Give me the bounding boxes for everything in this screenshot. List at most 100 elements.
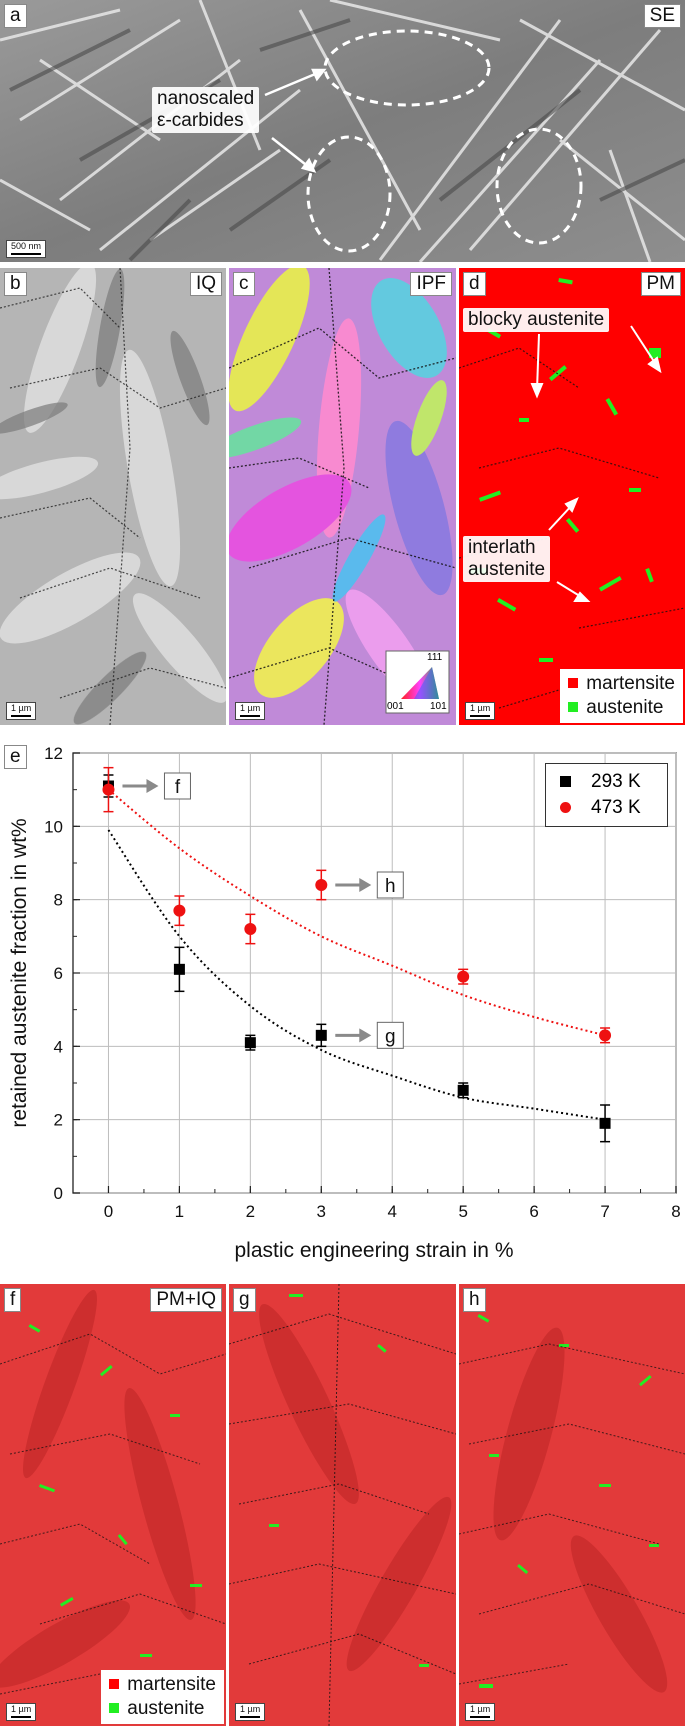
martensite-swatch bbox=[568, 678, 579, 688]
interlath-annotation-line1: interlath bbox=[468, 537, 536, 558]
data-point-circle bbox=[102, 783, 115, 796]
panel-a-se-image: a SE nanoscaled ε-carbides 500 nm bbox=[0, 0, 685, 262]
panel-d-pm-map: d PM blocky austenite interlath austenit… bbox=[459, 268, 685, 725]
panel-a-scalebar: 500 nm bbox=[6, 240, 47, 258]
panel-c-ipf-map: c IPF 111 001 101 1 µm bbox=[229, 268, 456, 725]
panel-f-scale-text: 1 µm bbox=[11, 1704, 32, 1714]
panel-g-scale-text: 1 µm bbox=[240, 1704, 261, 1714]
legend-square-marker bbox=[560, 776, 571, 787]
y-tick-label: 4 bbox=[54, 1037, 63, 1056]
panel-b-iq-map: b IQ 1 µm bbox=[0, 268, 226, 725]
interlath-austenite-annotation: interlath austenite bbox=[463, 536, 551, 582]
callout-label: f bbox=[175, 777, 181, 798]
panel-d-mode: PM bbox=[640, 272, 681, 296]
pm-map-image bbox=[459, 268, 685, 725]
x-tick-label: 7 bbox=[600, 1202, 609, 1221]
data-point-circle bbox=[599, 1029, 612, 1042]
panel-c-label: c bbox=[233, 272, 255, 296]
panel-c-scale-text: 1 µm bbox=[240, 703, 261, 713]
carbide-annotation-line2: ε-carbides bbox=[157, 110, 244, 131]
x-tick-label: 2 bbox=[246, 1202, 255, 1221]
legend-f-martensite-label: martensite bbox=[127, 1674, 216, 1695]
data-point-circle bbox=[173, 904, 186, 917]
pm-iq-map-g bbox=[229, 1284, 456, 1726]
panel-b-scalebar: 1 µm bbox=[6, 702, 37, 720]
callout-arrow-head bbox=[359, 1028, 372, 1043]
panel-a-scale-text: 500 nm bbox=[11, 241, 42, 251]
panel-b-mode: IQ bbox=[189, 272, 222, 296]
callout-box bbox=[376, 871, 404, 899]
panel-d-phase-legend: martensite austenite bbox=[560, 669, 683, 723]
callout-label: g bbox=[385, 1026, 396, 1047]
panel-d-label: d bbox=[463, 272, 486, 296]
data-point-square bbox=[599, 1117, 611, 1129]
x-axis-label: plastic engineering strain in % bbox=[235, 1239, 514, 1262]
se-micrograph bbox=[0, 0, 685, 262]
data-point-square bbox=[244, 1037, 256, 1049]
fit-curve-1 bbox=[107, 788, 606, 1037]
callout-box bbox=[163, 772, 191, 800]
carbide-annotation-line1: nanoscaled bbox=[157, 88, 255, 109]
y-axis-label: retained austenite fraction in wt% bbox=[8, 818, 31, 1127]
legend-series-name: 293 K bbox=[591, 771, 641, 792]
panel-f-mode: PM+IQ bbox=[150, 1288, 222, 1312]
panel-d-scale-text: 1 µm bbox=[470, 703, 491, 713]
austenite-swatch bbox=[109, 1703, 120, 1713]
chart-legend: 293 K 473 K bbox=[545, 763, 668, 827]
legend-entry: 293 K bbox=[560, 770, 641, 794]
data-point-circle bbox=[244, 923, 257, 935]
ipf-key-101: 101 bbox=[430, 701, 447, 712]
interlath-annotation-line2: austenite bbox=[468, 559, 546, 580]
y-tick-label: 8 bbox=[54, 891, 63, 910]
panel-h-scalebar: 1 µm bbox=[465, 1703, 496, 1721]
y-tick-label: 10 bbox=[44, 817, 63, 836]
pm-iq-map-h bbox=[459, 1284, 685, 1726]
x-tick-label: 8 bbox=[671, 1202, 680, 1221]
legend-austenite-label: austenite bbox=[586, 697, 664, 718]
legend-martensite-row: martensite bbox=[568, 672, 675, 696]
x-tick-label: 6 bbox=[529, 1202, 538, 1221]
iq-map-image bbox=[0, 268, 226, 725]
legend-series-name: 473 K bbox=[591, 797, 641, 818]
y-tick-label: 0 bbox=[54, 1184, 63, 1203]
y-tick-label: 12 bbox=[44, 744, 63, 763]
panel-b-scale-text: 1 µm bbox=[11, 703, 32, 713]
panel-c-mode: IPF bbox=[410, 272, 452, 296]
x-tick-label: 0 bbox=[104, 1202, 113, 1221]
callout-arrow-head bbox=[359, 878, 372, 892]
panel-e-label: e bbox=[4, 745, 27, 769]
legend-austenite-row: austenite bbox=[568, 696, 675, 720]
y-tick-label: 6 bbox=[54, 964, 63, 983]
panel-f-phase-legend: martensite austenite bbox=[101, 1670, 224, 1724]
ipf-key-111: 111 bbox=[427, 652, 443, 663]
panel-h-scale-text: 1 µm bbox=[470, 1704, 491, 1714]
legend-martensite-label: martensite bbox=[586, 673, 675, 694]
x-tick-label: 5 bbox=[458, 1202, 467, 1221]
callout-label: h bbox=[385, 876, 396, 897]
y-tick-label: 2 bbox=[54, 1111, 63, 1130]
callout-box bbox=[376, 1021, 404, 1049]
panel-h-pm-iq-map: h 1 µm bbox=[459, 1284, 685, 1726]
panel-f-scalebar: 1 µm bbox=[6, 1703, 37, 1721]
legend-f-austenite-row: austenite bbox=[109, 1697, 216, 1721]
pm-iq-map-f bbox=[0, 1284, 226, 1726]
panel-c-scalebar: 1 µm bbox=[235, 702, 266, 720]
x-tick-label: 4 bbox=[388, 1202, 397, 1221]
data-point-circle bbox=[457, 970, 470, 983]
panel-g-label: g bbox=[233, 1288, 256, 1312]
callout-arrow-head bbox=[146, 779, 159, 793]
legend-f-austenite-label: austenite bbox=[127, 1698, 205, 1719]
x-tick-label: 3 bbox=[317, 1202, 326, 1221]
panel-f-label: f bbox=[4, 1288, 22, 1312]
ipf-key-001: 001 bbox=[387, 701, 404, 712]
panel-g-scalebar: 1 µm bbox=[235, 1703, 266, 1721]
legend-f-martensite-row: martensite bbox=[109, 1673, 216, 1697]
x-tick-label: 1 bbox=[175, 1202, 184, 1221]
ipf-map-image bbox=[229, 268, 456, 725]
ipf-color-key bbox=[385, 650, 450, 714]
legend-entry: 473 K bbox=[560, 796, 641, 820]
blocky-austenite-annotation: blocky austenite bbox=[463, 308, 610, 332]
panel-d-scalebar: 1 µm bbox=[465, 702, 496, 720]
